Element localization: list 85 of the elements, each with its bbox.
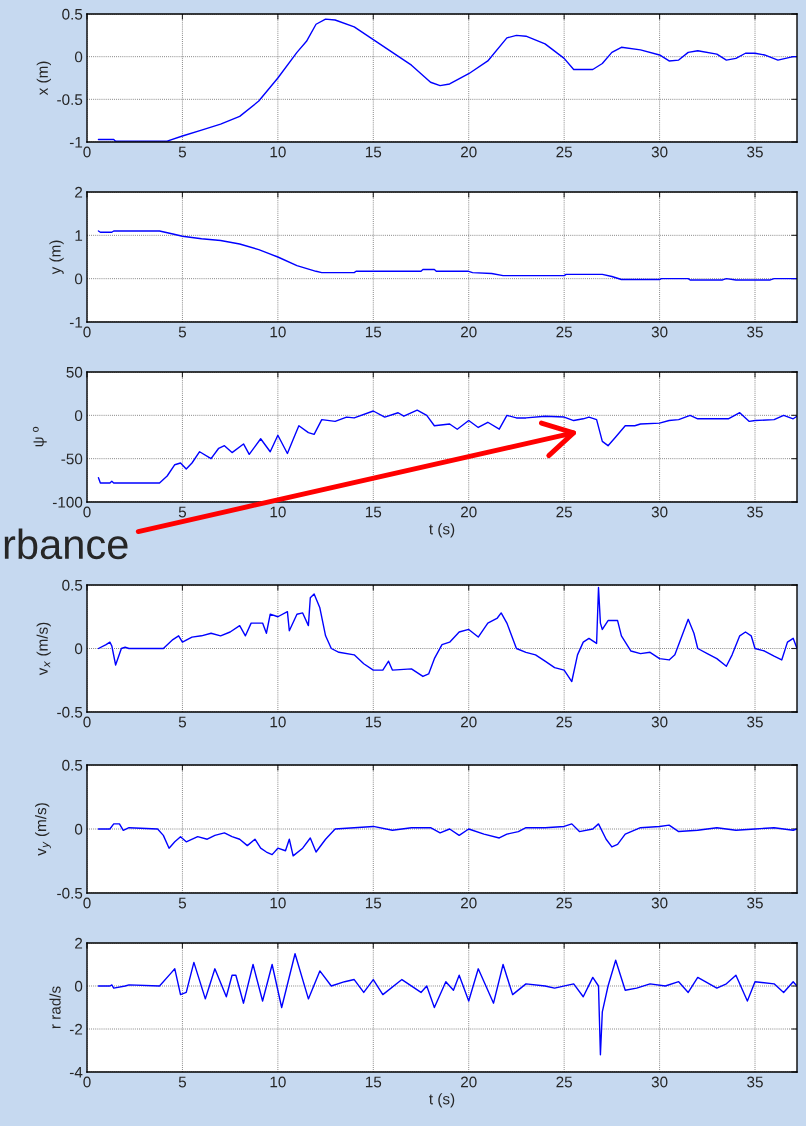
y-tick-label: 0 [74, 980, 83, 992]
x-tick-label: 30 [651, 1076, 668, 1088]
x-tick-label: 5 [178, 1076, 187, 1088]
y-tick-label: 0 [74, 410, 83, 422]
x-axis-title: t (s) [429, 1093, 455, 1108]
x-tick-label: 5 [178, 897, 187, 909]
x-tick-label: 30 [651, 716, 668, 728]
x-tick-label: 25 [556, 506, 573, 518]
y-axis-title: r rad/s [49, 986, 61, 1029]
y-tick-label: -1 [69, 137, 83, 148]
text: rbance [4, 528, 128, 560]
x-tick-label: 20 [460, 897, 477, 909]
line-series [97, 823, 797, 857]
y-tick-label: 0 [74, 823, 83, 835]
x-tick-label: 0 [83, 146, 91, 158]
line-series [97, 953, 797, 1056]
x-tick-label: 15 [365, 506, 382, 518]
x-tick-label: 15 [365, 146, 382, 158]
y-axis-title: y (m) [49, 240, 64, 275]
x-axis-title: t (s) [429, 523, 455, 538]
y-tick-label: -2 [69, 1023, 83, 1035]
y-tick-label: 0 [74, 51, 83, 63]
y-tick-label: 2 [75, 937, 83, 949]
x-tick-label: 0 [83, 506, 91, 518]
x-tick-label: 30 [651, 326, 668, 338]
y-tick-label: 0.5 [62, 759, 83, 771]
y-axis-title: x (m) [36, 61, 51, 96]
x-tick-label: 30 [651, 897, 668, 909]
x-tick-label: 35 [747, 897, 763, 909]
y-tick-label: 2 [75, 186, 83, 198]
y-tick-label: 0 [74, 643, 83, 655]
y-tick-label: -0.5 [57, 94, 83, 106]
y-axis-title: ψ º [32, 426, 47, 447]
x-tick-label: 5 [178, 506, 187, 518]
x-tick-label: 20 [460, 146, 477, 158]
y-tick-label: 50 [66, 366, 83, 378]
line-series [97, 18, 797, 142]
x-tick-label: 25 [556, 897, 573, 909]
line-series [97, 409, 797, 484]
x-tick-label: 25 [556, 326, 573, 338]
x-tick-label: 35 [747, 506, 763, 518]
x-tick-label: 0 [83, 1076, 91, 1088]
x-tick-label: 25 [556, 716, 573, 728]
x-tick-label: 10 [270, 716, 286, 728]
x-tick-label: 35 [747, 326, 763, 338]
x-tick-label: 20 [460, 326, 477, 338]
y-axis-title: v$_{x}$ (m/s) [36, 622, 51, 676]
x-tick-label: 5 [178, 146, 187, 158]
x-tick-label: 20 [460, 716, 477, 728]
y-axis-title: v$_{y}$ (m/s) [35, 803, 51, 856]
x-tick-label: 10 [270, 897, 286, 909]
x-tick-label: 0 [83, 716, 91, 728]
y-tick-label: -0.5 [57, 706, 83, 718]
x-tick-label: 35 [747, 1076, 763, 1088]
x-tick-label: 10 [270, 326, 286, 338]
x-tick-label: 25 [556, 146, 573, 158]
y-tick-label: -50 [61, 453, 83, 465]
y-tick-label: 0.5 [62, 579, 83, 591]
x-tick-label: 10 [270, 506, 286, 518]
x-tick-label: 20 [460, 506, 477, 518]
x-tick-label: 5 [178, 716, 187, 728]
y-tick-label: 0.5 [62, 8, 83, 20]
x-tick-label: 10 [270, 1076, 286, 1088]
x-tick-label: 0 [83, 897, 91, 909]
x-tick-label: 35 [747, 146, 763, 158]
y-tick-label: -4 [69, 1067, 83, 1078]
x-tick-label: 10 [270, 146, 286, 158]
y-tick-label: 1 [75, 230, 83, 241]
x-tick-label: 0 [83, 326, 91, 338]
x-tick-label: 20 [460, 1076, 477, 1088]
x-tick-label: 15 [365, 716, 382, 728]
x-tick-label: 15 [365, 897, 382, 909]
x-tick-label: 30 [651, 146, 668, 158]
x-tick-label: 30 [651, 506, 668, 518]
line-series [97, 230, 797, 281]
y-tick-label: 0 [74, 273, 83, 285]
y-tick-label: -1 [69, 317, 83, 328]
y-tick-label: -100 [52, 496, 83, 508]
y-tick-label: -0.5 [57, 887, 83, 899]
x-tick-label: 15 [365, 326, 382, 338]
x-tick-label: 35 [747, 716, 763, 728]
x-tick-label: 25 [556, 1076, 573, 1088]
line-series [97, 586, 797, 683]
x-tick-label: 5 [178, 326, 187, 338]
x-tick-label: 15 [365, 1076, 382, 1088]
